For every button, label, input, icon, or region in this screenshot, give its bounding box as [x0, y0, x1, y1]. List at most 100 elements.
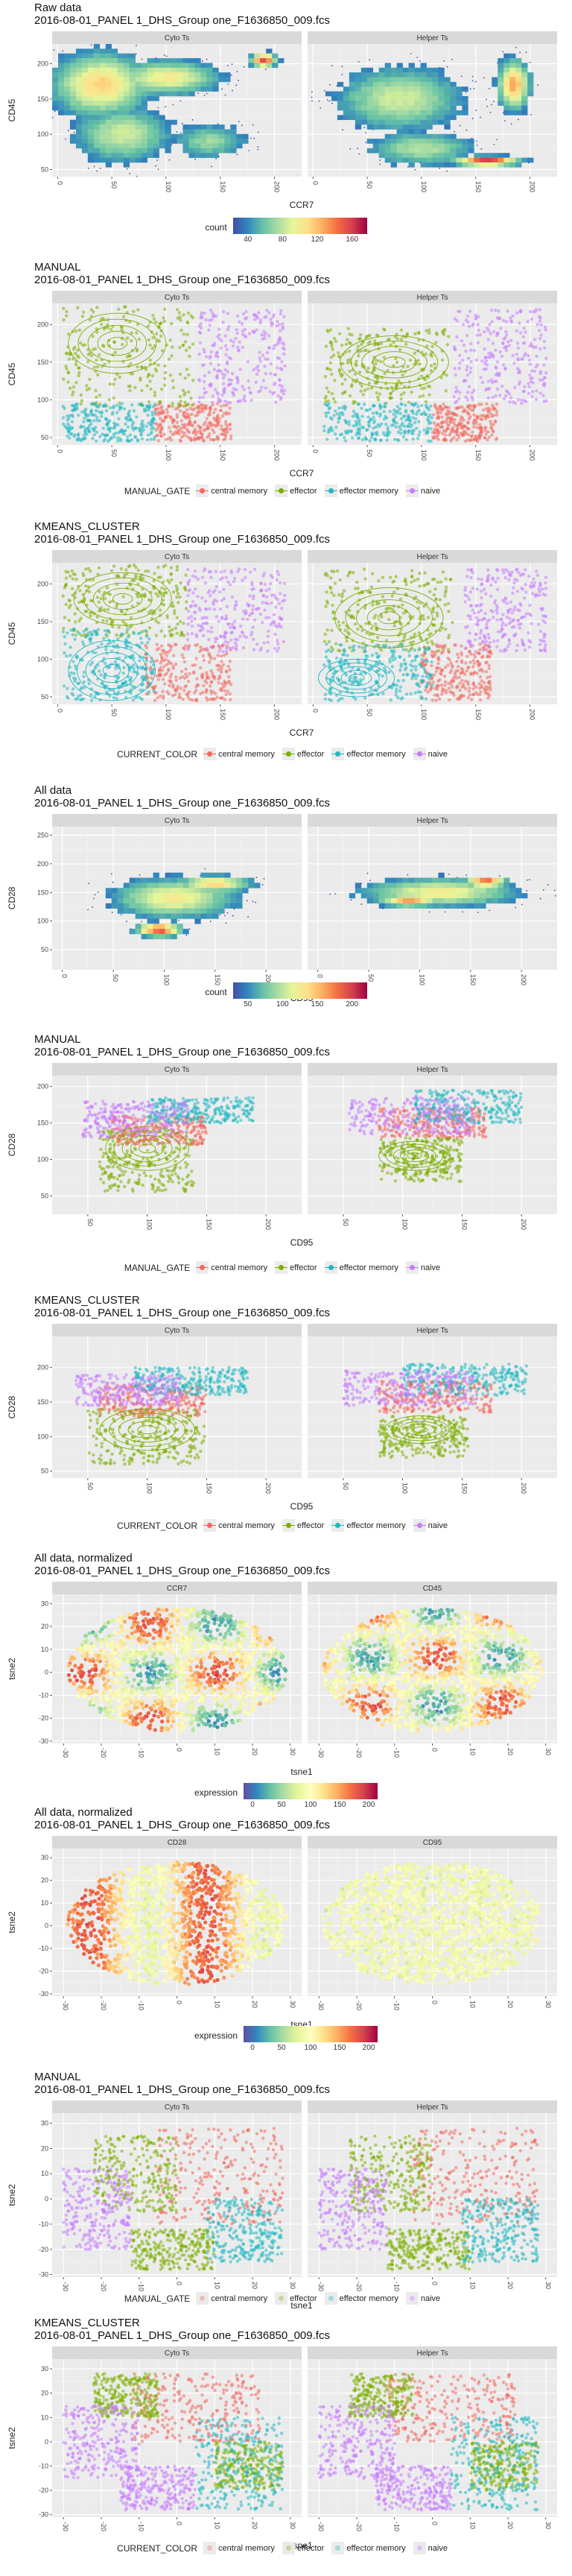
density-bin [87, 101, 95, 106]
density-bin [159, 72, 165, 78]
density-bin [378, 91, 385, 97]
point-central-memory [188, 422, 192, 426]
density-bin [194, 148, 201, 154]
density-bin [474, 153, 480, 158]
point-effector-memory [411, 437, 415, 441]
point-effector-memory [79, 687, 83, 691]
density-bin [123, 153, 130, 158]
point-central-memory [448, 433, 451, 438]
point-naive [468, 370, 472, 374]
point-naive [217, 645, 222, 648]
point-naive [468, 309, 472, 313]
point-effector [98, 590, 101, 593]
density-bin [444, 143, 451, 149]
point-naive [281, 385, 285, 388]
point-naive [267, 346, 272, 350]
point-effector-memory [407, 429, 410, 433]
point-effector [108, 593, 112, 596]
density-bin [171, 67, 177, 73]
density-bin [390, 91, 397, 97]
point-naive [241, 578, 244, 582]
density-bin [99, 58, 107, 63]
point-central-memory [483, 687, 486, 691]
density-bin [93, 143, 101, 149]
point-naive [250, 631, 254, 634]
point-effector [69, 603, 72, 607]
point-naive [229, 625, 232, 629]
point-naive [201, 395, 205, 400]
point-central-memory [481, 414, 486, 417]
point-effector-memory [69, 654, 72, 657]
point-effector [99, 323, 104, 326]
point-effector [333, 581, 337, 585]
point-central-memory [200, 648, 203, 652]
density-point [311, 100, 313, 102]
density-bin [509, 101, 516, 106]
point-naive [224, 353, 228, 357]
point-effector [130, 604, 135, 608]
point-effector [175, 595, 179, 599]
x-tick-label: 0 [311, 181, 319, 185]
density-contour [107, 337, 127, 350]
point-effector [74, 351, 77, 356]
point-effector [159, 575, 162, 579]
point-naive [256, 364, 260, 368]
point-naive [258, 321, 262, 325]
point-naive [266, 602, 270, 605]
point-naive [232, 607, 237, 611]
density-point [469, 88, 471, 90]
point-naive [224, 649, 229, 653]
point-naive [217, 337, 222, 341]
point-naive [266, 357, 270, 362]
point-effector [136, 568, 141, 572]
density-bin [111, 95, 118, 101]
density-bin [438, 77, 445, 83]
density-bin [212, 72, 219, 78]
density-bin [81, 53, 89, 59]
point-effector-memory [429, 404, 433, 408]
density-bin [402, 86, 409, 92]
point-effector [159, 334, 163, 338]
density-bin [498, 67, 504, 73]
point-effector-memory [115, 436, 120, 440]
density-bin [129, 86, 136, 92]
point-effector-memory [375, 411, 379, 415]
point-effector [106, 323, 109, 326]
density-bin [135, 63, 142, 69]
point-effector [430, 640, 433, 643]
point-naive [232, 619, 237, 623]
point-naive [248, 613, 252, 617]
density-point [502, 51, 504, 53]
point-naive [222, 391, 226, 395]
legend-label: naive [421, 487, 440, 496]
data-layer [318, 567, 548, 703]
point-naive [218, 400, 222, 404]
point-central-memory [194, 657, 198, 660]
density-point [243, 66, 245, 68]
point-central-memory [201, 675, 205, 679]
point-effector [69, 574, 72, 578]
point-effector [342, 589, 346, 593]
point-effector [115, 574, 118, 578]
point-effector-memory [417, 420, 421, 423]
point-effector-memory [128, 678, 132, 683]
density-bin [117, 153, 124, 158]
point-naive [270, 601, 273, 605]
density-bin [87, 153, 95, 158]
point-naive [200, 575, 205, 579]
density-bin [135, 77, 142, 83]
point-naive [527, 391, 531, 396]
point-effector [372, 356, 376, 359]
density-point [87, 167, 89, 169]
point-effector [89, 614, 92, 618]
density-bin [212, 86, 219, 92]
point-naive [282, 392, 285, 396]
point-central-memory [454, 669, 458, 673]
point-central-memory [214, 437, 218, 441]
density-bin [141, 119, 147, 125]
point-effector [337, 351, 340, 355]
density-bin [408, 115, 415, 121]
legend-item: central memory [196, 484, 267, 497]
density-bin [99, 81, 107, 87]
point-central-memory [201, 654, 206, 658]
